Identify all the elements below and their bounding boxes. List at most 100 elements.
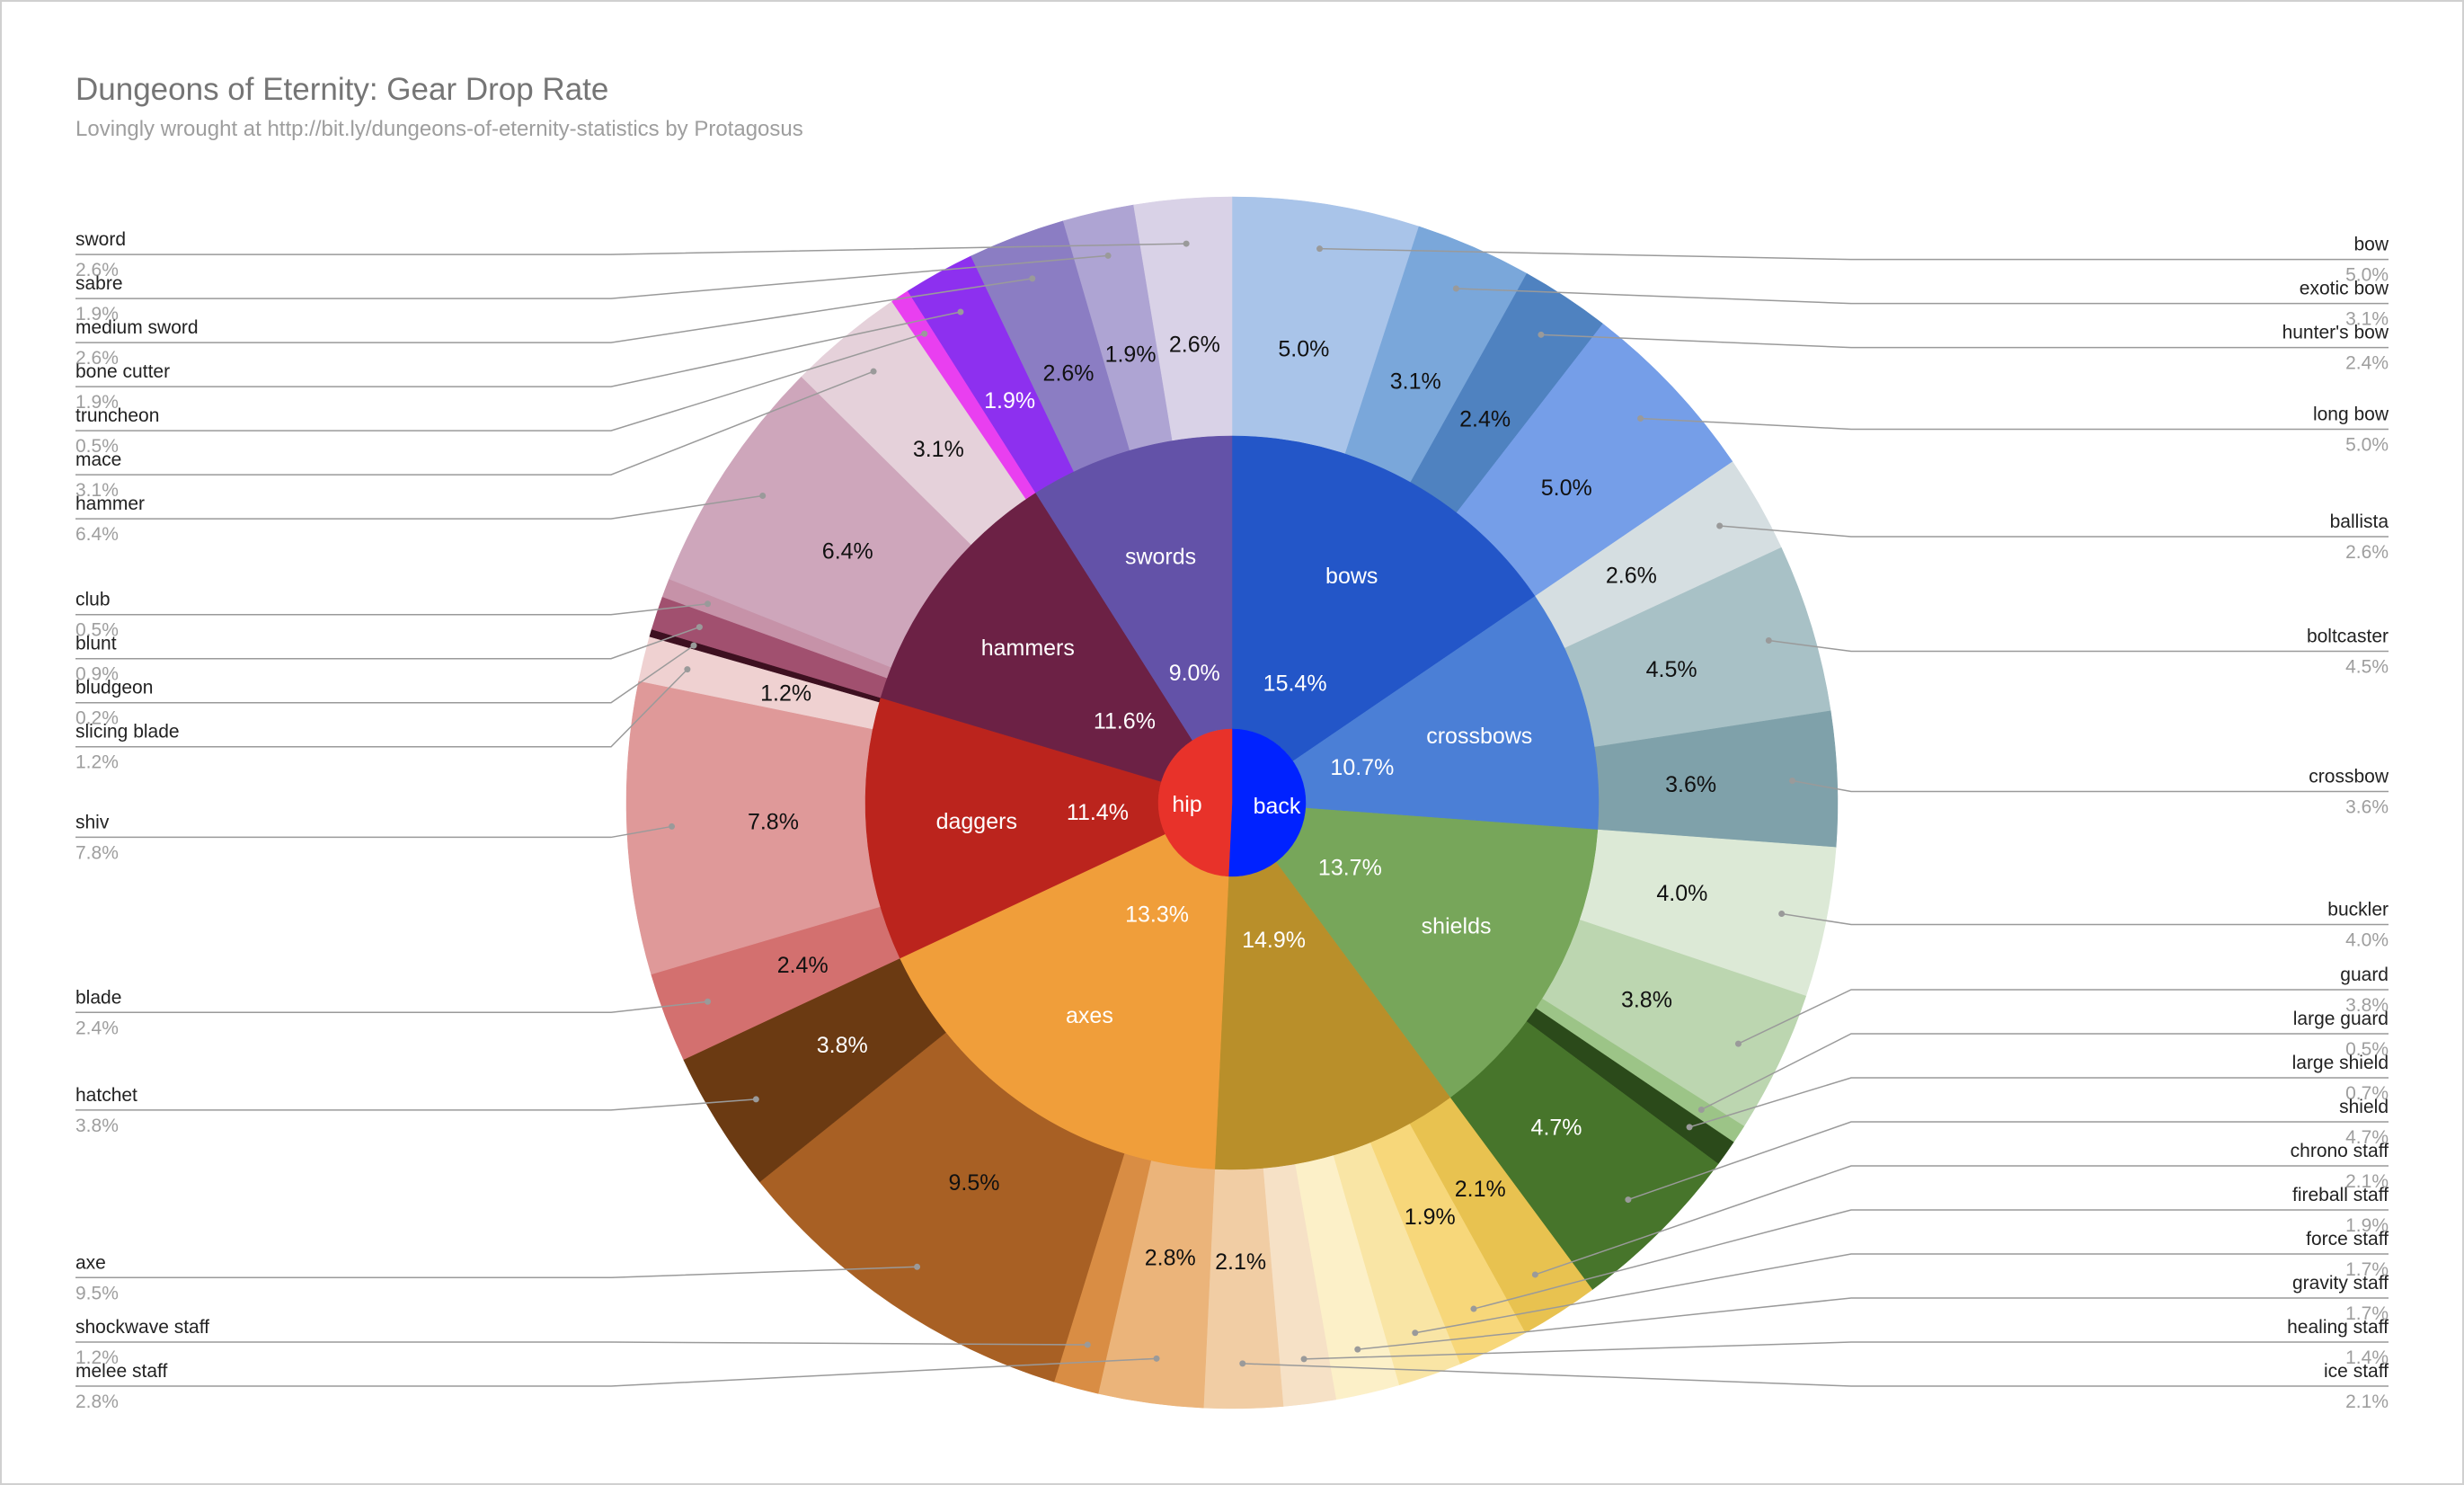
leader-line [1781, 912, 2389, 926]
outside-label-name: exotic bow [2300, 279, 2389, 299]
outside-label-pct: 2.4% [2345, 353, 2389, 374]
leader-dot [1538, 331, 1545, 338]
category-pct-label: 13.7% [1318, 855, 1382, 880]
leader-dot [1239, 1360, 1246, 1367]
outside-label-name: melee staff [75, 1361, 167, 1382]
leader-line [1540, 333, 2389, 349]
leader-line [75, 669, 688, 748]
category-pct-label: 10.7% [1330, 755, 1394, 780]
leader-dot [759, 493, 767, 500]
outer-ring: 5.0% 3.1% 2.4% 5.0% 2.6% 4.5% 3.6% 4.0% 3.8% 4.7%… [625, 196, 1839, 1409]
outside-label-pct: 2.8% [75, 1392, 119, 1412]
outside-label-name: shiv [75, 812, 110, 832]
outside-label-pct: 4.0% [2345, 930, 2389, 951]
leader-dot [1531, 1271, 1538, 1278]
outside-label-pct: 2.1% [2345, 1171, 2389, 1192]
slice-pct-label: 7.8% [748, 810, 799, 835]
chart-title: Dungeons of Eternity: Gear Drop Rate [75, 72, 609, 107]
outside-label-name: club [75, 590, 111, 610]
leader-dot [1354, 1346, 1361, 1353]
leader-dot [1153, 1355, 1160, 1362]
outside-label-name: bow [2353, 235, 2389, 255]
leader-line [75, 1000, 708, 1014]
outside-label-pct: 1.2% [75, 752, 119, 773]
category-name-label: swords [1125, 544, 1196, 569]
outside-label-name: fireball staff [2292, 1185, 2389, 1205]
outside-label-name: bone cutter [75, 361, 170, 382]
leader-dot [921, 330, 928, 337]
leader-dot [870, 368, 877, 375]
leader-line [75, 370, 874, 476]
outside-label-name: guard [2340, 965, 2389, 985]
leader-line [1473, 1209, 2389, 1310]
leader-dot [1104, 252, 1112, 259]
slice-pct-label: 3.1% [1390, 369, 1441, 395]
leader-dot [1765, 637, 1772, 645]
outside-label-pct: 2.1% [2345, 1392, 2389, 1412]
leader-dot [1183, 240, 1190, 247]
leader-dot [1789, 778, 1796, 785]
outside-label-pct: 4.7% [2345, 1127, 2389, 1148]
slice-pct-label: 2.6% [1606, 564, 1657, 589]
slice-pct-label: 2.6% [1043, 360, 1095, 386]
leader-line [1688, 1077, 2389, 1128]
slice-pct-label: 3.1% [913, 437, 964, 462]
outside-label-pct: 0.5% [75, 620, 119, 641]
outside-label-name: bludgeon [75, 678, 153, 698]
leader-line [75, 278, 1033, 343]
outside-label-pct: 1.9% [75, 392, 119, 413]
leader-line [1738, 989, 2389, 1045]
leader-line [75, 626, 700, 660]
leader-dot [1452, 285, 1459, 292]
outside-label-name: buckler [2327, 900, 2389, 920]
slice-pct-label: 2.4% [1459, 407, 1511, 432]
slot-back[interactable] [1228, 728, 1307, 877]
outside-label-name: large shield [2292, 1053, 2389, 1073]
leader-dot [1084, 1341, 1091, 1348]
leader-dot [1625, 1196, 1632, 1204]
slice-pct-label: 2.6% [1169, 333, 1220, 358]
outside-label-pct: 1.7% [2345, 1259, 2389, 1280]
leader-line [1792, 779, 2389, 793]
slice-pct-label: 2.1% [1455, 1177, 1506, 1202]
leader-dot [1029, 275, 1036, 282]
outside-label-name: axe [75, 1252, 106, 1273]
slice-pct-label: 2.1% [1215, 1249, 1266, 1275]
category-name-label: shields [1422, 914, 1492, 939]
outside-label-name: chrono staff [2291, 1141, 2389, 1161]
slot-label: hip [1172, 792, 1201, 817]
inner-ring: back hip [1157, 728, 1307, 877]
leader-line [1414, 1253, 2389, 1334]
outside-label-pct: 7.8% [75, 842, 119, 863]
leader-line [75, 645, 695, 704]
outside-label-pct: 0.2% [75, 708, 119, 729]
slice-pct-label: 1.9% [1405, 1205, 1456, 1230]
outside-label-pct: 1.9% [75, 304, 119, 325]
outside-label-pct: 3.8% [2345, 995, 2389, 1016]
category-pct-label: 11.4% [1067, 800, 1129, 825]
outside-label-pct: 9.5% [75, 1283, 119, 1303]
slot-hip[interactable] [1157, 728, 1233, 877]
leader-dot [705, 600, 712, 608]
outside-label-pct: 3.1% [2345, 309, 2389, 330]
slice-pct-label: 2.8% [1145, 1245, 1196, 1270]
outside-label-name: large guard [2293, 1009, 2389, 1029]
outside-label-pct: 4.5% [2345, 657, 2389, 678]
slice-pct-label: 4.7% [1531, 1116, 1582, 1141]
leader-dot [705, 998, 712, 1005]
outside-label-pct: 2.6% [75, 260, 119, 280]
leader-line [1319, 247, 2389, 261]
outside-label-name: blade [75, 987, 121, 1008]
category-pct-label: 15.4% [1263, 671, 1327, 696]
middle-ring: bows 15.4% crossbows 10.7% shields 13.7% 14.9%… [864, 435, 1600, 1170]
leader-line [1304, 1341, 2389, 1360]
slice-pct-label: 3.8% [817, 1033, 868, 1058]
leader-dot [914, 1263, 921, 1270]
category-pct-label: 11.6% [1094, 708, 1156, 734]
leader-dot [1697, 1106, 1705, 1113]
leader-dot [1686, 1124, 1693, 1131]
outside-label-name: slicing blade [75, 722, 180, 742]
leader-dot [752, 1096, 759, 1103]
leader-dot [684, 666, 691, 673]
